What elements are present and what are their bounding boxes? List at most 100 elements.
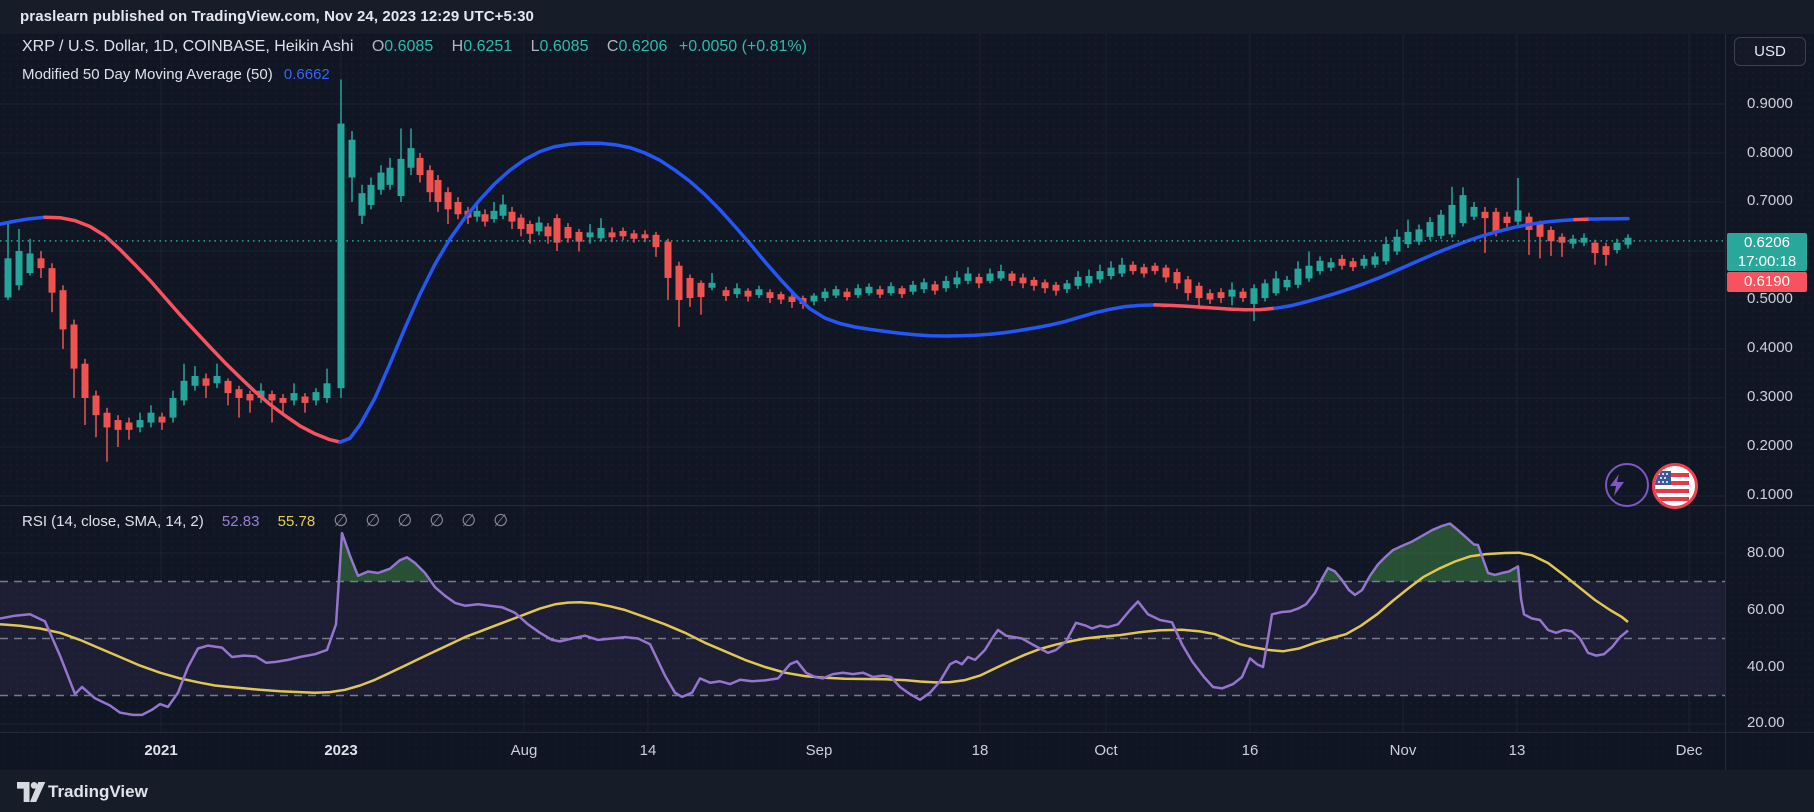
open-label: O xyxy=(372,38,384,55)
axis-price-label: 0.7000 xyxy=(1747,192,1793,209)
candle xyxy=(1306,266,1313,279)
candle xyxy=(778,294,785,299)
candle xyxy=(709,283,716,288)
candle xyxy=(631,233,638,238)
empty-slot-icon: ∅ xyxy=(365,511,380,530)
candle xyxy=(954,277,961,284)
candle xyxy=(1218,292,1225,298)
axis-time-label: Dec xyxy=(1676,742,1703,759)
tradingview-logo-icon[interactable] xyxy=(17,781,47,803)
symbol-legend[interactable]: XRP / U.S. Dollar, 1D, COINBASE, Heikin … xyxy=(22,38,807,56)
price-axis[interactable]: USD 0.90000.80000.70000.50000.40000.3000… xyxy=(1725,34,1814,770)
candle xyxy=(71,325,78,369)
quick-trade-icon[interactable] xyxy=(1605,463,1649,507)
axis-price-label: 40.00 xyxy=(1747,658,1785,675)
candle xyxy=(247,394,254,400)
candle xyxy=(269,394,276,400)
candle xyxy=(620,231,627,236)
current-price-value: 0.6206 xyxy=(1727,233,1807,252)
candle xyxy=(1504,217,1511,223)
candle xyxy=(349,140,356,178)
us-flag-icon[interactable] xyxy=(1652,463,1698,509)
candle xyxy=(998,271,1005,278)
footer-bar: TradingView xyxy=(0,770,1814,812)
candle xyxy=(126,423,133,430)
candle xyxy=(1394,237,1401,252)
candle xyxy=(866,287,873,293)
candle xyxy=(723,290,730,296)
candle xyxy=(1031,280,1038,286)
candle xyxy=(1196,286,1203,298)
secondary-price-badge: 0.6190 xyxy=(1727,272,1807,292)
candle xyxy=(1097,271,1104,279)
moving-average-line xyxy=(1575,219,1590,220)
bar-countdown: 17:00:18 xyxy=(1727,252,1807,271)
candle xyxy=(676,266,683,300)
candle xyxy=(1592,243,1599,253)
candle xyxy=(445,192,452,209)
candle xyxy=(148,413,155,423)
candle xyxy=(378,173,385,190)
candle xyxy=(1295,269,1302,285)
candle xyxy=(545,227,552,237)
candle xyxy=(1009,274,1016,281)
indicator-name[interactable]: Modified 50 Day Moving Average (50) xyxy=(22,66,273,83)
candle xyxy=(1317,261,1324,271)
candle xyxy=(1020,277,1027,283)
candle xyxy=(1185,279,1192,293)
candle xyxy=(1152,266,1159,271)
candle xyxy=(368,185,375,205)
candle xyxy=(1240,292,1247,298)
axis-time-label: 2023 xyxy=(324,742,357,759)
lightning-bolt-icon xyxy=(1607,473,1627,497)
candle xyxy=(1438,215,1445,236)
candle xyxy=(1207,293,1214,299)
change-value: +0.0050 (+0.81%) xyxy=(679,38,807,55)
candle xyxy=(910,285,917,292)
rsi-legend[interactable]: RSI (14, close, SMA, 14, 2) 52.83 55.78 … xyxy=(22,511,521,531)
candle xyxy=(435,180,442,202)
brand-name[interactable]: TradingView xyxy=(48,771,148,812)
candle xyxy=(1141,267,1148,273)
axis-price-label: 0.9000 xyxy=(1747,95,1793,112)
candle xyxy=(27,253,34,273)
candle xyxy=(291,393,298,400)
empty-slot-icon: ∅ xyxy=(333,511,348,530)
candle xyxy=(554,218,561,243)
indicator-legend[interactable]: Modified 50 Day Moving Average (50) 0.66… xyxy=(22,66,330,83)
candle xyxy=(1361,259,1368,266)
candle xyxy=(1119,265,1126,274)
candle xyxy=(313,392,320,400)
candle xyxy=(1405,232,1412,244)
axis-time-label: 2021 xyxy=(144,742,177,759)
rsi-pane[interactable] xyxy=(0,505,1725,732)
candle xyxy=(509,212,516,222)
candle xyxy=(1130,265,1137,271)
candle xyxy=(104,413,111,428)
candle xyxy=(1471,207,1478,217)
candle xyxy=(527,224,534,234)
pane-separator[interactable] xyxy=(0,505,1814,506)
candle xyxy=(745,291,752,297)
axis-price-label: 0.8000 xyxy=(1747,144,1793,161)
candle xyxy=(1603,246,1610,255)
axis-price-label: 0.1000 xyxy=(1747,486,1793,503)
candle xyxy=(1548,230,1555,241)
candle xyxy=(822,292,829,298)
axis-price-label: 0.5000 xyxy=(1747,290,1793,307)
symbol-title[interactable]: XRP / U.S. Dollar, 1D, COINBASE, Heikin … xyxy=(22,38,353,55)
candle xyxy=(1064,283,1071,289)
indicator-value: 0.6662 xyxy=(284,66,330,83)
candle xyxy=(1350,261,1357,267)
candle xyxy=(767,292,774,298)
rsi-name[interactable]: RSI (14, close, SMA, 14, 2) xyxy=(22,513,204,530)
time-axis[interactable]: 20212023Aug14Sep18Oct16Nov13Dec xyxy=(0,732,1814,771)
candle xyxy=(225,381,232,393)
candle xyxy=(5,258,12,297)
candle xyxy=(474,211,481,217)
axis-price-label: 20.00 xyxy=(1747,714,1785,731)
candle xyxy=(811,296,818,302)
empty-slot-icon: ∅ xyxy=(493,511,508,530)
currency-button[interactable]: USD xyxy=(1734,37,1806,66)
price-pane[interactable] xyxy=(0,34,1725,505)
